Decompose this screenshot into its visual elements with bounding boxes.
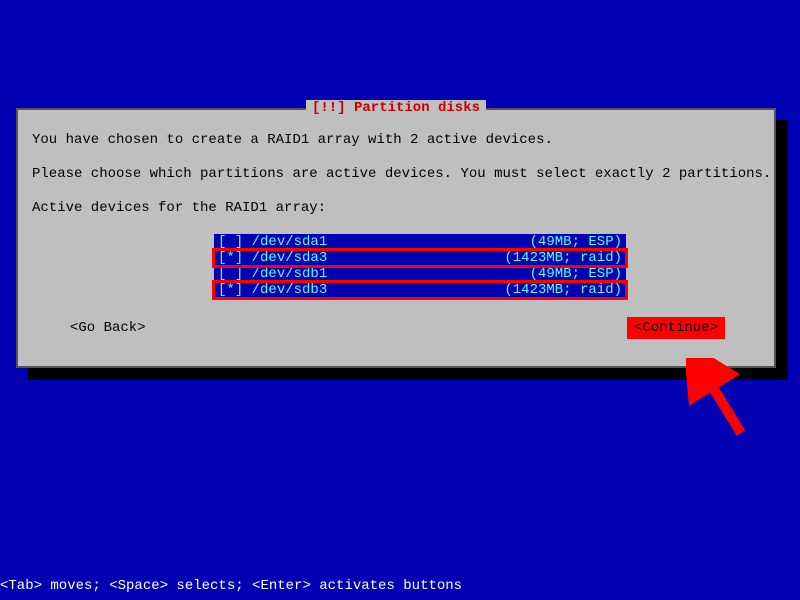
dev-info: (1423MB; raid) — [504, 250, 622, 266]
dev-info: (1423MB; raid) — [504, 282, 622, 298]
checkbox-dev: [ ] /dev/sda1 — [218, 234, 327, 250]
dialog-body: You have chosen to create a RAID1 array … — [18, 110, 774, 336]
intro-line-3: Active devices for the RAID1 array: — [32, 200, 760, 216]
button-row: <Go Back> <Continue> — [32, 320, 760, 336]
list-item[interactable]: [*] /dev/sda3 (1423MB; raid) — [214, 250, 626, 266]
checkbox-dev: [*] /dev/sda3 — [218, 250, 327, 266]
dialog-title: [!!] Partition disks — [306, 100, 486, 116]
dialog-title-wrap: [!!] Partition disks — [18, 100, 774, 116]
intro-line-1: You have chosen to create a RAID1 array … — [32, 132, 760, 148]
footer-hint: <Tab> moves; <Space> selects; <Enter> ac… — [0, 578, 462, 594]
partition-list: [ ] /dev/sda1 (49MB; ESP) [*] /dev/sda3 … — [214, 234, 626, 298]
list-item[interactable]: [ ] /dev/sda1 (49MB; ESP) — [214, 234, 626, 250]
checkbox-dev: [ ] /dev/sdb1 — [218, 266, 327, 282]
checkbox-dev: [*] /dev/sdb3 — [218, 282, 327, 298]
dev-info: (49MB; ESP) — [530, 266, 622, 282]
dev-info: (49MB; ESP) — [530, 234, 622, 250]
list-item[interactable]: [*] /dev/sdb3 (1423MB; raid) — [214, 282, 626, 298]
list-item[interactable]: [ ] /dev/sdb1 (49MB; ESP) — [214, 266, 626, 282]
continue-button[interactable]: <Continue> — [630, 320, 722, 336]
intro-line-2: Please choose which partitions are activ… — [32, 166, 760, 182]
go-back-button[interactable]: <Go Back> — [70, 320, 146, 336]
partition-dialog: [!!] Partition disks You have chosen to … — [16, 108, 776, 368]
